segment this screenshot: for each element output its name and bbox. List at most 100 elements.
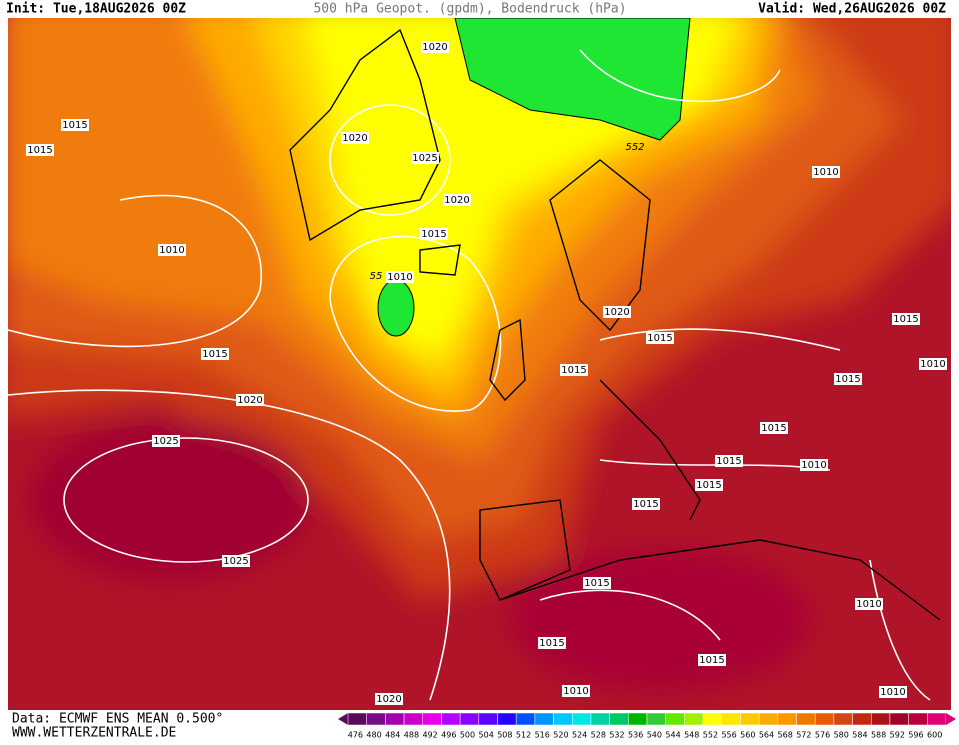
label-box xyxy=(583,577,611,589)
scale-label: 540 xyxy=(647,731,662,740)
scale-box xyxy=(646,712,666,726)
scale-label: 576 xyxy=(815,731,830,740)
valid-time: Valid: Wed,26AUG2026 00Z xyxy=(758,2,946,17)
scale-label: 476 xyxy=(348,731,363,740)
scale-box xyxy=(684,712,704,726)
scale-label: 480 xyxy=(366,731,381,740)
isobar-label: 1015 xyxy=(716,456,741,467)
scale-label: 552 xyxy=(703,731,718,740)
label-box xyxy=(386,271,414,283)
isobar-label: 55 xyxy=(370,271,383,282)
label-box xyxy=(715,455,743,467)
scale-label: 592 xyxy=(890,731,905,740)
isobar-label: 1010 xyxy=(387,272,412,283)
scale-box xyxy=(534,712,554,726)
scale-label: 520 xyxy=(553,731,568,740)
isobar-label: 1010 xyxy=(880,687,905,698)
scale-label: 568 xyxy=(778,731,793,740)
label-box xyxy=(834,373,862,385)
isobar-label: 1010 xyxy=(159,245,184,256)
scale-label: 556 xyxy=(721,731,736,740)
scale-label: 528 xyxy=(591,731,606,740)
map-title: 500 hPa Geopot. (gpdm), Bodendruck (hPa) xyxy=(313,2,626,17)
scale-box xyxy=(871,712,891,726)
label-box xyxy=(341,132,369,144)
scale-label: 560 xyxy=(740,731,755,740)
label-box xyxy=(420,228,448,240)
scale-box xyxy=(459,712,480,726)
label-box xyxy=(158,244,186,256)
map: 1020 1015 1015 1020 1025 552 1020 1010 1015 1010 5… xyxy=(8,18,951,710)
isobar-label: 1015 xyxy=(696,480,721,491)
scale-box xyxy=(497,712,517,726)
scale-box xyxy=(478,712,498,726)
label-box xyxy=(443,194,471,206)
scale-box xyxy=(796,712,816,726)
isobar-label: 1010 xyxy=(813,167,838,178)
scale-box xyxy=(572,712,592,726)
scale-box xyxy=(814,712,835,726)
scale-label: 504 xyxy=(479,731,494,740)
scale-box xyxy=(702,712,722,726)
scale-label: 492 xyxy=(422,731,437,740)
isobar-label: 1015 xyxy=(202,349,227,360)
scale-box xyxy=(403,712,423,726)
label-box xyxy=(892,313,920,325)
isobar-label: 1010 xyxy=(920,359,945,370)
scale-label: 572 xyxy=(796,731,811,740)
isobar-label: 1025 xyxy=(412,153,437,164)
scale-arrow-right xyxy=(946,713,956,725)
scale-label: 544 xyxy=(665,731,680,740)
label-box xyxy=(695,479,723,491)
isobar-labels: 1020 1015 1015 1020 1025 552 1020 1010 1015 1010 5… xyxy=(26,41,947,705)
scale-box xyxy=(908,712,928,726)
isobar-label: 1015 xyxy=(421,229,446,240)
scale-label: 580 xyxy=(834,731,849,740)
label-box xyxy=(26,144,54,156)
label-box xyxy=(800,459,828,471)
scale-label: 564 xyxy=(759,731,774,740)
scale-box xyxy=(758,712,779,726)
isobar-label: 1015 xyxy=(62,120,87,131)
scale-box xyxy=(777,712,797,726)
color-scale: 476 480 484 488 492 496 500 504 508 512 516 520 524 5… xyxy=(338,712,956,740)
label-box xyxy=(812,166,840,178)
isobar-label: 1020 xyxy=(376,694,401,705)
label-box xyxy=(421,41,449,53)
scale-label: 488 xyxy=(404,731,419,740)
scale-label: 588 xyxy=(871,731,886,740)
label-box xyxy=(760,422,788,434)
label-box xyxy=(152,435,180,447)
scale-label: 524 xyxy=(572,731,587,740)
isobar-label: 1015 xyxy=(584,578,609,589)
label-box xyxy=(61,119,89,131)
scale-arrow-left xyxy=(338,713,348,725)
scale-box xyxy=(553,712,573,726)
scale-box xyxy=(852,712,872,726)
isobar-label: 1015 xyxy=(835,374,860,385)
isobar-label: 1015 xyxy=(27,145,52,156)
site-url: WWW.WETTERZENTRALE.DE xyxy=(12,726,176,741)
label-box xyxy=(538,637,566,649)
scale-box xyxy=(347,712,367,726)
scale-box xyxy=(441,712,461,726)
scale-box xyxy=(833,712,853,726)
scale-box xyxy=(628,712,648,726)
isobar-label: 552 xyxy=(625,142,644,153)
scale-label: 484 xyxy=(385,731,400,740)
label-box xyxy=(411,152,439,164)
label-box xyxy=(632,498,660,510)
label-box xyxy=(603,306,631,318)
label-box xyxy=(919,358,947,370)
scale-box xyxy=(927,712,947,726)
scale-box xyxy=(609,712,629,726)
isobar-label: 1010 xyxy=(801,460,826,471)
isobar-label: 1015 xyxy=(893,314,918,325)
init-time: Init: Tue,18AUG2026 00Z xyxy=(6,2,186,17)
scale-label: 536 xyxy=(628,731,643,740)
scale-label: 508 xyxy=(497,731,512,740)
label-box xyxy=(855,598,883,610)
isobar-label: 1020 xyxy=(444,195,469,206)
